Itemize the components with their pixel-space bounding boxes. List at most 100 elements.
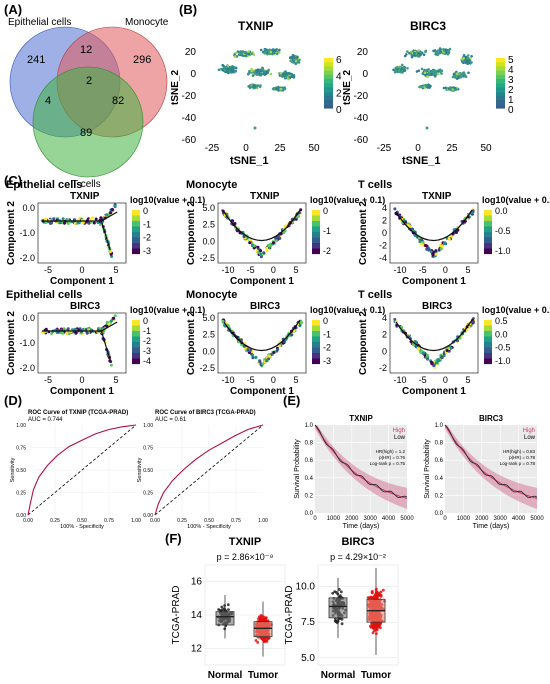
- pseudotime-trajectory: [395, 319, 473, 351]
- tsne-point: [420, 67, 424, 71]
- pseudotime-gene-title: TXNIP: [422, 191, 452, 202]
- tsne-point: [434, 52, 438, 56]
- pseudotime-cell-point: [52, 217, 56, 221]
- colorbar-label: -1.0: [495, 356, 511, 366]
- tsne-point: [264, 50, 268, 54]
- survival-xtick-label: 5000: [400, 516, 414, 522]
- colorbar-segment: [132, 358, 140, 365]
- roc-ytick-label: 1.00: [16, 423, 26, 429]
- tsne-point: [438, 68, 442, 71]
- colorbar-segment: [132, 215, 140, 222]
- boxplot-pvalue: p = 2.86×10⁻⁹: [217, 552, 274, 562]
- tsne-point: [437, 52, 440, 56]
- tsne-point: [290, 75, 294, 78]
- pseudotime-cell-point: [87, 221, 91, 225]
- tsne-point: [275, 87, 279, 91]
- tsne-point: [273, 49, 277, 53]
- tsne-point: [398, 70, 401, 73]
- tsne-point: [406, 50, 409, 53]
- colorbar-segment: [496, 70, 505, 75]
- boxplot-title: TXNIP: [229, 536, 261, 548]
- venn-label-tcells: T cells: [72, 179, 101, 190]
- tsne-point: [257, 68, 260, 72]
- colorbar-segment: [496, 91, 505, 96]
- boxplot-group-label: Normal: [321, 670, 356, 681]
- tsne-point: [275, 52, 279, 56]
- venn-count-et: 4: [45, 95, 51, 107]
- tsne-point: [470, 61, 473, 64]
- tsne-point: [430, 72, 434, 76]
- tsne-point: [408, 52, 411, 55]
- pseudotime-cell-point: [268, 354, 272, 358]
- tsne-point: [251, 74, 255, 77]
- tsne-point: [425, 84, 428, 88]
- colorbar-segment: [484, 210, 492, 216]
- pseudotime-cell-point: [66, 327, 70, 331]
- boxplot-point: [370, 622, 373, 626]
- tsne-point: [466, 54, 470, 57]
- pseudotime-cell-point: [272, 241, 275, 245]
- pseudotime-cell-point: [258, 360, 262, 364]
- pseudotime-ylabel: Component 2: [186, 311, 197, 375]
- colorbar-segment: [324, 58, 333, 63]
- pseudotime-cell-point: [109, 211, 113, 215]
- pseudotime-cell-point: [265, 249, 269, 253]
- roc-diagonal: [154, 424, 264, 516]
- boxplot-point: [376, 624, 380, 627]
- pseudotime-cell-point: [261, 362, 265, 366]
- tsne-point: [440, 72, 443, 75]
- pseudotime-ytick-label: -4: [379, 253, 387, 263]
- boxplot-ytick-label: 5.0: [301, 653, 315, 664]
- pseudotime-cell-point: [105, 213, 109, 217]
- tsne-xtick-label: 50: [480, 143, 492, 154]
- pseudotime-xtick-label: -10: [393, 265, 406, 275]
- colorbar-label: -3: [323, 356, 331, 366]
- pseudotime-cell-point: [251, 243, 254, 247]
- colorbar-segment: [324, 95, 333, 101]
- survival-stat: Log-rank p = 0.78: [500, 461, 536, 466]
- pseudotime-cell-point: [92, 221, 96, 225]
- pseudotime-xtick-label: 5: [465, 265, 470, 275]
- tsne-point: [458, 74, 462, 77]
- pseudotime-xlabel: Component 1: [50, 276, 114, 287]
- pseudotime-cell-title: T cells: [358, 179, 392, 191]
- boxplot-point: [254, 639, 258, 642]
- colorbar-label: 1: [508, 95, 514, 106]
- pseudotime-gene-title: BIRC3: [422, 301, 452, 312]
- colorbar-segment: [132, 210, 140, 216]
- panel-label-d: (D): [4, 393, 22, 408]
- pseudotime-cell-point: [432, 363, 436, 367]
- pseudotime-ylabel: Component 2: [358, 311, 369, 375]
- tsne-point: [427, 85, 430, 89]
- roc-xtick-label: 0.25: [50, 518, 60, 524]
- pseudotime-cell-point: [44, 327, 48, 331]
- survival-ytick-label: 1.0: [305, 423, 314, 429]
- survival-legend-high: High: [523, 428, 535, 434]
- pseudotime-legend-title: log10(value + 0.1): [310, 305, 385, 315]
- venn-count-mt: 82: [112, 95, 124, 107]
- pseudotime-cell-title: Monocyte: [186, 179, 237, 191]
- colorbar-segment: [312, 210, 320, 216]
- colorbar-segment: [312, 320, 320, 326]
- pseudotime-ytick-label: 0: [382, 346, 387, 356]
- boxplot-box-tumor: [253, 621, 273, 638]
- tsne-point: [233, 70, 236, 74]
- tsne-point: [402, 66, 406, 70]
- pseudotime-xtick-label: 0: [443, 375, 448, 385]
- pseudotime-xtick-label: -10: [393, 375, 406, 385]
- pseudotime-legend-title: log10(value + 0.1): [130, 305, 205, 315]
- survival-stat: HR(high) = 0.83: [503, 449, 535, 454]
- tsne-point: [243, 50, 247, 54]
- survival-title: TXNIP: [349, 414, 373, 423]
- colorbar-segment: [312, 221, 320, 227]
- boxplot-point: [218, 608, 222, 612]
- pseudotime-cell-point: [445, 349, 449, 352]
- tsne-ytick-label: -20: [182, 91, 197, 102]
- pseudotime-cell-point: [434, 252, 438, 256]
- pseudotime-ylabel: Component 2: [186, 201, 197, 265]
- pseudotime-cell-point: [113, 314, 117, 318]
- pseudotime-ytick-label: 2.5: [202, 330, 215, 340]
